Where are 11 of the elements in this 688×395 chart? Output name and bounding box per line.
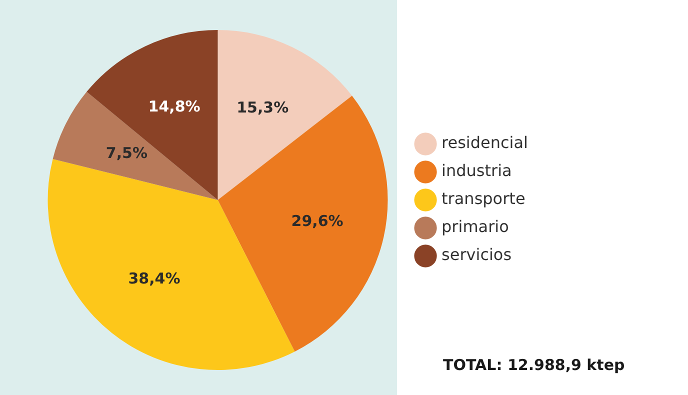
data-label: 15,3% — [236, 98, 289, 116]
legend-label: transporte — [442, 189, 526, 208]
data-label: 29,6% — [291, 212, 344, 230]
legend-label: primario — [442, 217, 509, 236]
legend-label: industria — [442, 161, 512, 180]
text: TOTAL: 12.988,9 ktep — [443, 356, 625, 374]
legend-label: servicios — [442, 245, 512, 264]
data-label: 7,5% — [106, 144, 148, 162]
data-label: 14,8% — [148, 98, 200, 116]
legend-label: residencial — [442, 133, 528, 152]
data-label: 38,4% — [128, 270, 180, 288]
